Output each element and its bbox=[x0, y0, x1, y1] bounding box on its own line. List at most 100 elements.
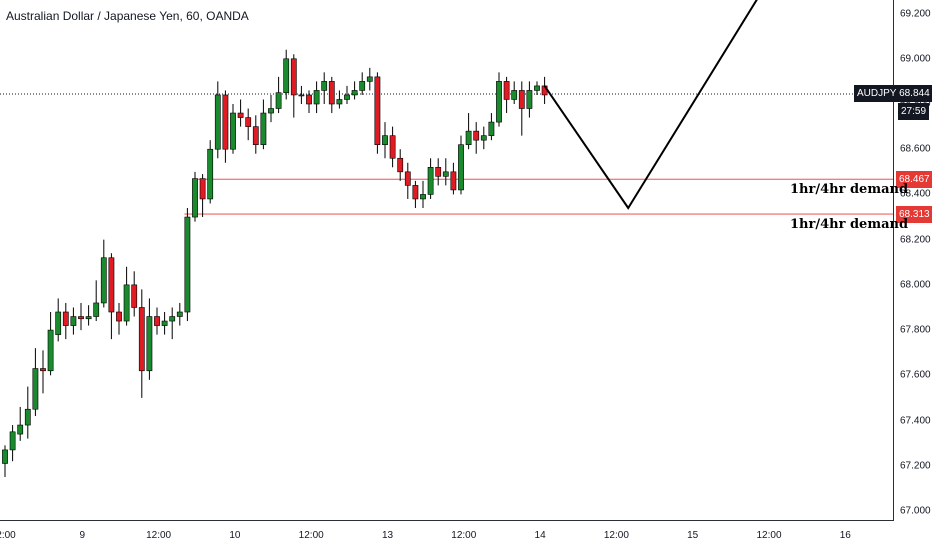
time-tick-label: 16 bbox=[839, 530, 851, 541]
candle-up bbox=[283, 49, 290, 100]
candle-body bbox=[214, 94, 221, 150]
price-scale-border bbox=[893, 0, 894, 520]
last-price-badge: AUDJPY 68.844 bbox=[854, 85, 932, 103]
candle-body bbox=[275, 92, 282, 109]
candle-down bbox=[78, 302, 84, 331]
price-tick-label: 67.000 bbox=[900, 505, 931, 517]
time-tick-label: 15 bbox=[687, 530, 699, 541]
price-tick-label: 67.200 bbox=[900, 460, 931, 472]
demand-zone-label[interactable]: 1hr/4hr demand bbox=[790, 182, 909, 198]
candle-body bbox=[435, 167, 442, 177]
candle-down bbox=[108, 253, 115, 340]
candle-up bbox=[321, 72, 328, 104]
candle-up bbox=[32, 348, 39, 416]
candle-body bbox=[222, 94, 229, 150]
candle-up bbox=[465, 113, 472, 150]
candle-body bbox=[62, 311, 69, 326]
candle-down bbox=[412, 180, 419, 208]
candle-up bbox=[192, 171, 198, 222]
symbol-label: AUDJPY bbox=[857, 88, 897, 100]
candle-body bbox=[100, 257, 107, 304]
demand-zone-label[interactable]: 1hr/4hr demand bbox=[790, 217, 909, 233]
candle-body bbox=[290, 58, 297, 96]
candle-body bbox=[32, 368, 39, 410]
price-tick-label: 67.800 bbox=[900, 324, 931, 336]
time-tick-label: 10 bbox=[229, 530, 241, 541]
candle-body bbox=[488, 121, 495, 136]
candle-down bbox=[138, 289, 145, 398]
candle-body bbox=[207, 148, 214, 200]
candle-body bbox=[24, 408, 31, 426]
candle-body bbox=[526, 90, 533, 109]
candle-body bbox=[503, 81, 510, 100]
candle-body bbox=[2, 449, 8, 464]
candle-body bbox=[85, 316, 92, 320]
candle-body bbox=[321, 81, 328, 91]
zone-price-badge: 68.313 bbox=[896, 206, 932, 224]
candle-body bbox=[260, 112, 267, 145]
candle-body bbox=[230, 112, 236, 150]
candle-down bbox=[397, 149, 404, 181]
candle-body bbox=[336, 99, 343, 105]
candle-up bbox=[496, 72, 502, 127]
price-tick-label: 68.600 bbox=[900, 143, 931, 155]
candle-up bbox=[93, 280, 100, 322]
candle-up bbox=[214, 81, 221, 159]
candle-up bbox=[382, 122, 388, 159]
candle-down bbox=[435, 158, 442, 186]
candle-up bbox=[275, 76, 282, 114]
candle-body bbox=[458, 144, 464, 191]
candle-body bbox=[351, 90, 358, 96]
time-tick-label: 12:00 bbox=[146, 530, 172, 541]
candle-down bbox=[473, 122, 480, 154]
price-tick-label: 68.000 bbox=[900, 279, 931, 291]
candle-body bbox=[328, 81, 335, 105]
candle-up bbox=[47, 312, 54, 376]
candle-up bbox=[351, 81, 358, 100]
candle-body bbox=[313, 90, 320, 105]
price-tick-label: 69.000 bbox=[900, 53, 931, 65]
candle-body bbox=[268, 108, 274, 114]
candle-body bbox=[306, 94, 312, 105]
candle-up bbox=[427, 158, 434, 199]
candle-down bbox=[154, 307, 160, 335]
candle-up bbox=[55, 298, 62, 342]
demand-zones bbox=[184, 178, 894, 215]
candle-down bbox=[518, 81, 525, 136]
candle-up bbox=[344, 85, 350, 104]
candle-down bbox=[374, 72, 381, 154]
candle-body bbox=[427, 167, 434, 195]
candle-body bbox=[442, 171, 449, 177]
candle-up bbox=[260, 99, 267, 150]
candle-up bbox=[2, 445, 8, 478]
candle-body bbox=[40, 368, 46, 372]
price-tick-label: 68.200 bbox=[900, 234, 931, 246]
candle-up bbox=[207, 140, 214, 204]
candle-body bbox=[154, 316, 160, 326]
candle-body bbox=[123, 284, 130, 322]
candle-body bbox=[374, 76, 381, 145]
candle-body bbox=[78, 316, 84, 320]
candle-body bbox=[397, 157, 404, 173]
candle-body bbox=[199, 178, 206, 200]
price-tick-label: 69.200 bbox=[900, 8, 931, 20]
candle-body bbox=[184, 216, 191, 313]
time-tick-label: 2:00 bbox=[0, 530, 16, 541]
candle-body bbox=[298, 94, 305, 97]
candle-body bbox=[404, 171, 411, 186]
candle-down bbox=[404, 162, 411, 199]
last-price-value: 68.844 bbox=[899, 88, 930, 100]
candle-body bbox=[518, 90, 525, 109]
candle-body bbox=[138, 307, 145, 372]
price-tick-label: 67.400 bbox=[900, 415, 931, 427]
candle-down bbox=[541, 76, 548, 104]
time-tick-label: 12:00 bbox=[603, 530, 629, 541]
candle-up bbox=[123, 266, 130, 326]
candle-down bbox=[199, 174, 206, 218]
countdown-badge: 27:59 bbox=[898, 103, 930, 121]
time-tick-label: 9 bbox=[79, 530, 86, 541]
candle-down bbox=[245, 108, 252, 141]
candle-down bbox=[222, 90, 229, 163]
candle-body bbox=[496, 81, 502, 123]
